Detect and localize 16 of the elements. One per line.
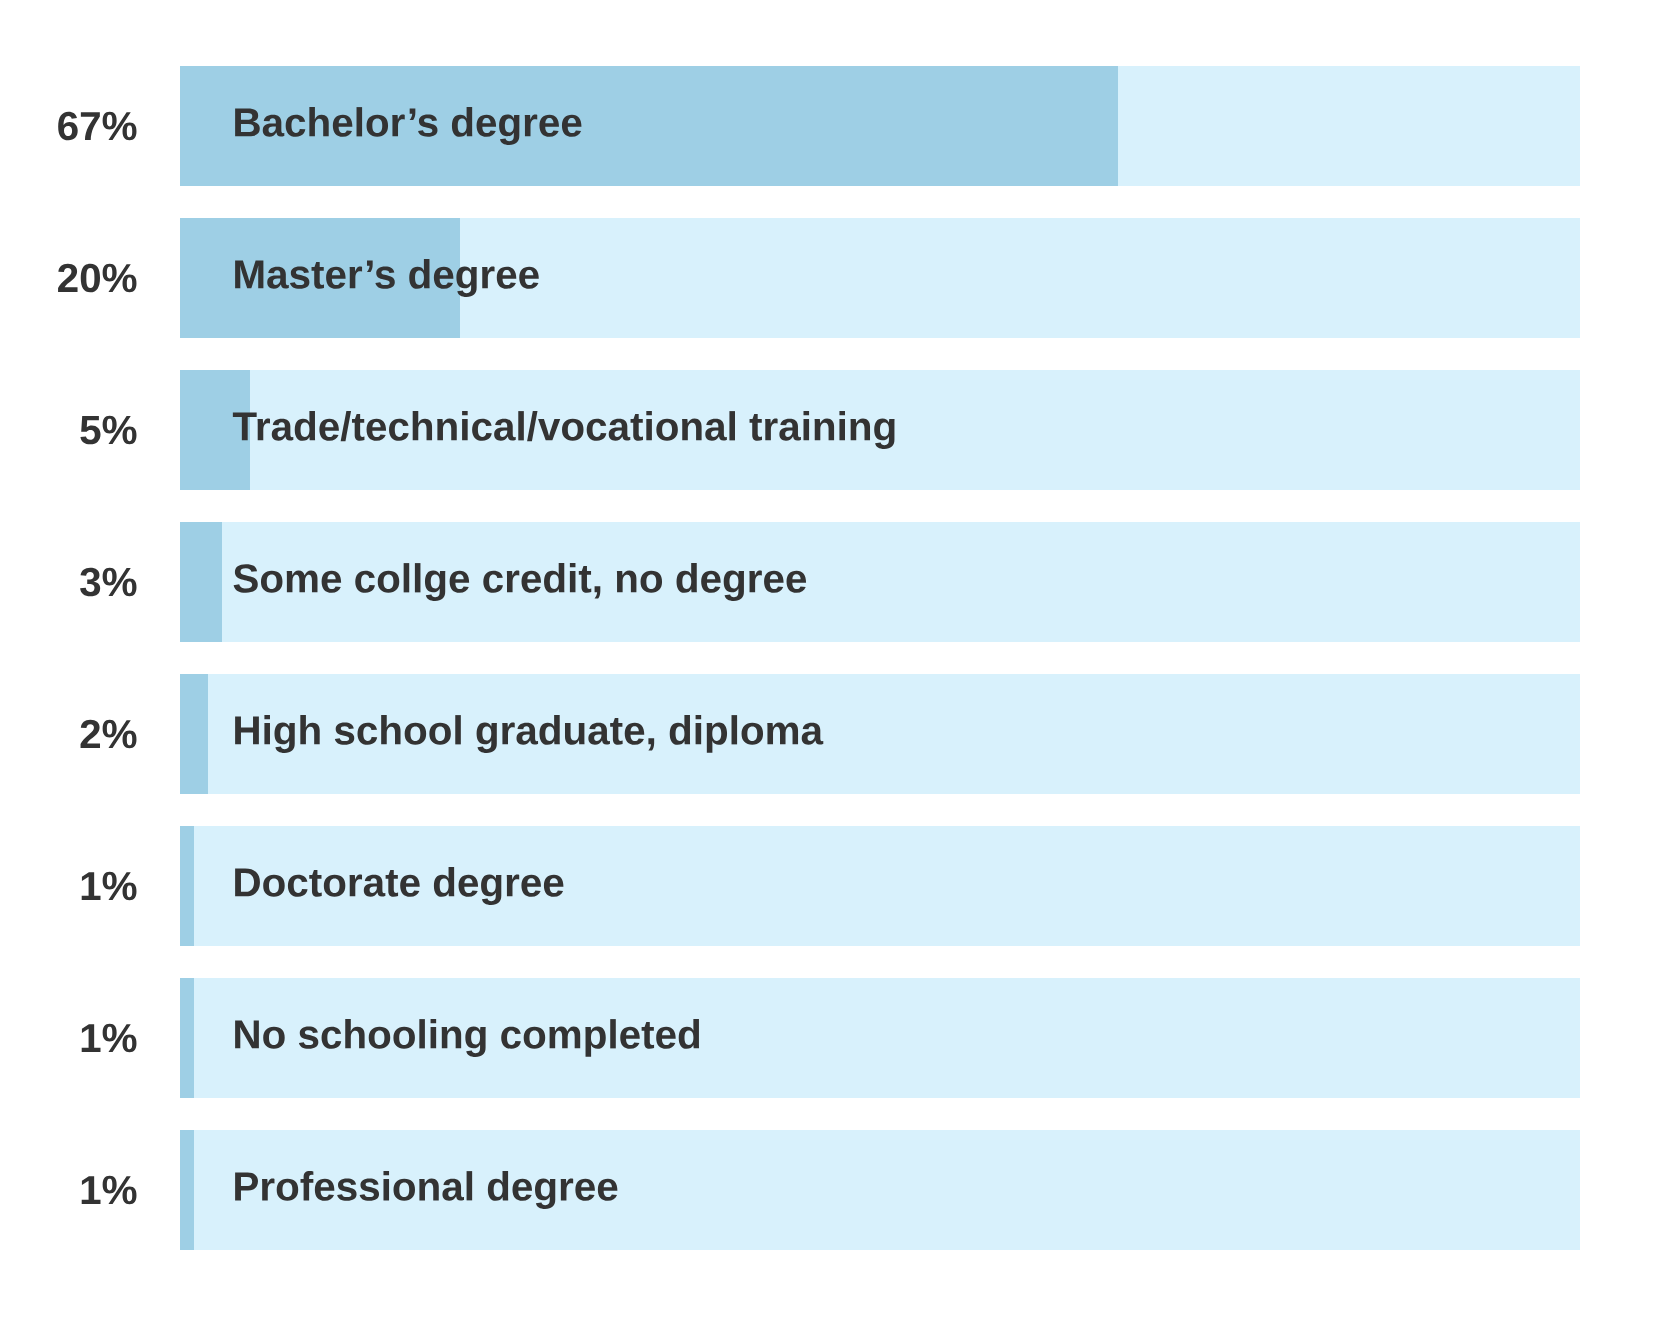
y-tick-label: Master’s degree xyxy=(235,259,539,297)
data-label: 3% xyxy=(80,567,137,597)
y-tick-label: Bachelor’s degree xyxy=(235,107,582,145)
data-label: 1% xyxy=(81,1175,137,1205)
data-label: 1% xyxy=(81,1023,137,1053)
y-tick-label: Professional degree xyxy=(235,1171,618,1209)
data-label: 2% xyxy=(80,719,137,749)
y-tick-label: No schooling completed xyxy=(235,1019,700,1057)
data-label: 5% xyxy=(80,415,137,445)
data-label: 1% xyxy=(81,871,137,901)
y-tick-label: Doctorate degree xyxy=(235,867,564,905)
y-tick-label: Trade/technical/vocational training xyxy=(232,411,895,449)
y-tick-label: High school graduate, diploma xyxy=(235,715,824,753)
data-label: 67% xyxy=(58,111,137,141)
y-tick-label: Some collge credit, no degree xyxy=(233,563,807,601)
data-label: 20% xyxy=(58,263,137,293)
